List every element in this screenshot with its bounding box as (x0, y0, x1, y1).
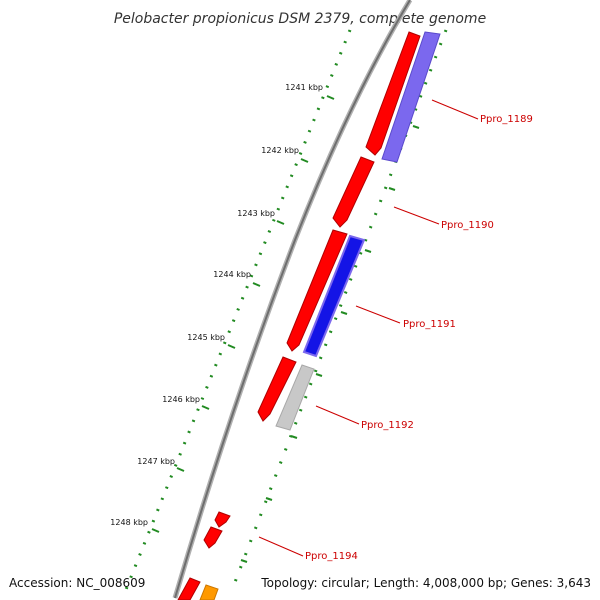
tick-mark (412, 125, 420, 129)
kbp-label: 1244 kbp (213, 270, 251, 279)
tick-mark (388, 187, 396, 191)
genome-backbone-shade (174, 0, 411, 599)
gene-label-ppro-1191: Ppro_1191 (403, 319, 456, 330)
cds-arrow (365, 31, 421, 156)
cds-arrow (177, 577, 201, 600)
kbp-label: 1248 kbp (110, 518, 148, 527)
accession-text: Accession: NC_008609 (9, 576, 145, 590)
kbp-label: 1241 kbp (285, 83, 323, 92)
cds-arrow (286, 229, 348, 352)
leader-line (258, 536, 304, 557)
track-gray (275, 364, 315, 431)
tick-mark (315, 373, 323, 377)
feature-tracks (199, 31, 441, 600)
gene-label-ppro-1189: Ppro_1189 (480, 114, 533, 125)
tick-mark (276, 220, 285, 225)
kbp-label: 1246 kbp (162, 395, 200, 404)
gene-label-ppro-1192: Ppro_1192 (361, 420, 414, 431)
leader-line (355, 305, 401, 324)
track-blue (302, 234, 366, 358)
gene-label-ppro-1190: Ppro_1190 (441, 220, 494, 231)
kbp-label: 1245 kbp (187, 333, 225, 342)
tick-mark (340, 311, 348, 315)
tick-mark (364, 249, 372, 253)
gene-label-ppro-1194: Ppro_1194 (305, 551, 358, 562)
cds-features (177, 31, 421, 600)
tick-mark (227, 344, 236, 349)
tick-mark (240, 559, 248, 563)
map-title: Pelobacter propionicus DSM 2379, complet… (114, 11, 486, 27)
ruler-ticks (151, 95, 335, 533)
cds-arrow (257, 356, 297, 422)
tick-mark (326, 95, 335, 100)
topology-text: Topology: circular; Length: 4,008,000 bp… (260, 576, 591, 590)
track-purple (381, 31, 441, 163)
tick-mark (252, 282, 261, 287)
label-leaders (258, 99, 479, 557)
leader-line (393, 206, 440, 225)
kbp-label: 1243 kbp (237, 209, 275, 218)
outer-ticks (240, 125, 420, 563)
tick-mark (151, 528, 160, 533)
outer-dotted-line (230, 29, 448, 591)
tick-mark (290, 435, 298, 439)
tick-mark (176, 467, 185, 472)
kbp-label: 1242 kbp (261, 146, 299, 155)
tick-mark (300, 158, 309, 163)
tick-mark (265, 497, 273, 501)
track-orange (199, 584, 219, 600)
cds-arrow (203, 526, 223, 549)
ruler-dotted-line (123, 29, 352, 593)
tick-mark (201, 405, 210, 410)
leader-line (315, 405, 360, 425)
leader-line (431, 99, 479, 120)
kbp-label: 1247 kbp (137, 457, 175, 466)
cds-arrow (332, 156, 375, 228)
cds-arrow (214, 511, 231, 528)
